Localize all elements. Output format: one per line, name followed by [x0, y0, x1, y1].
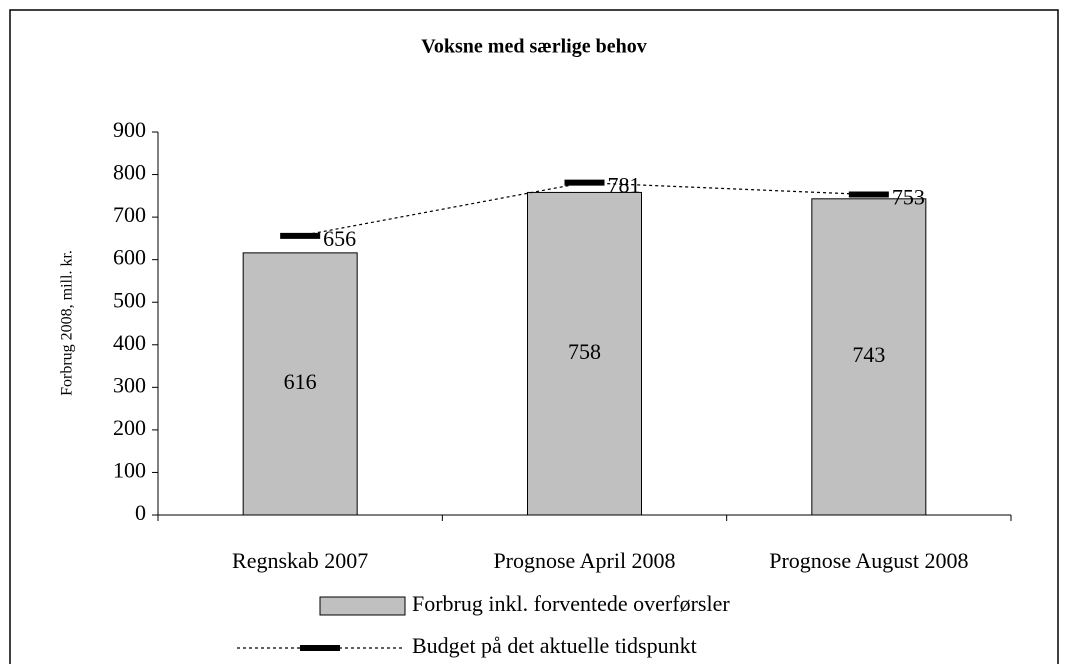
bar-value-label: 616 [284, 369, 317, 394]
chart-title: Voksne med særlige behov [421, 36, 646, 58]
budget-value-label: 656 [323, 226, 356, 251]
y-tick-label: 0 [135, 500, 146, 525]
y-tick-label: 200 [113, 415, 146, 440]
x-tick-label: Prognose August 2008 [769, 548, 968, 573]
y-tick-label: 500 [113, 287, 146, 312]
bar-value-label: 743 [852, 342, 885, 367]
legend-swatch [319, 596, 406, 616]
budget-value-label: 753 [892, 185, 925, 210]
y-tick-label: 800 [113, 160, 146, 185]
legend-label: Budget på det aktuelle tidspunkt [412, 633, 697, 658]
y-tick-label: 600 [113, 245, 146, 270]
y-tick-label: 400 [113, 330, 146, 355]
y-tick-label: 900 [113, 117, 146, 142]
y-tick-label: 100 [113, 457, 146, 482]
budget-value-label: 781 [608, 173, 641, 198]
y-tick-label: 700 [113, 202, 146, 227]
bar [527, 191, 642, 516]
y-axis-label: Forbrug 2008, mill. kr. [59, 250, 76, 396]
bar [811, 198, 927, 516]
legend-label: Forbrug inkl. forventede overførsler [412, 591, 730, 616]
bar [242, 252, 358, 516]
bar-value-label: 758 [568, 339, 601, 364]
x-tick-label: Prognose April 2008 [493, 548, 675, 573]
x-tick-label: Regnskab 2007 [232, 548, 368, 573]
y-tick-label: 300 [113, 372, 146, 397]
